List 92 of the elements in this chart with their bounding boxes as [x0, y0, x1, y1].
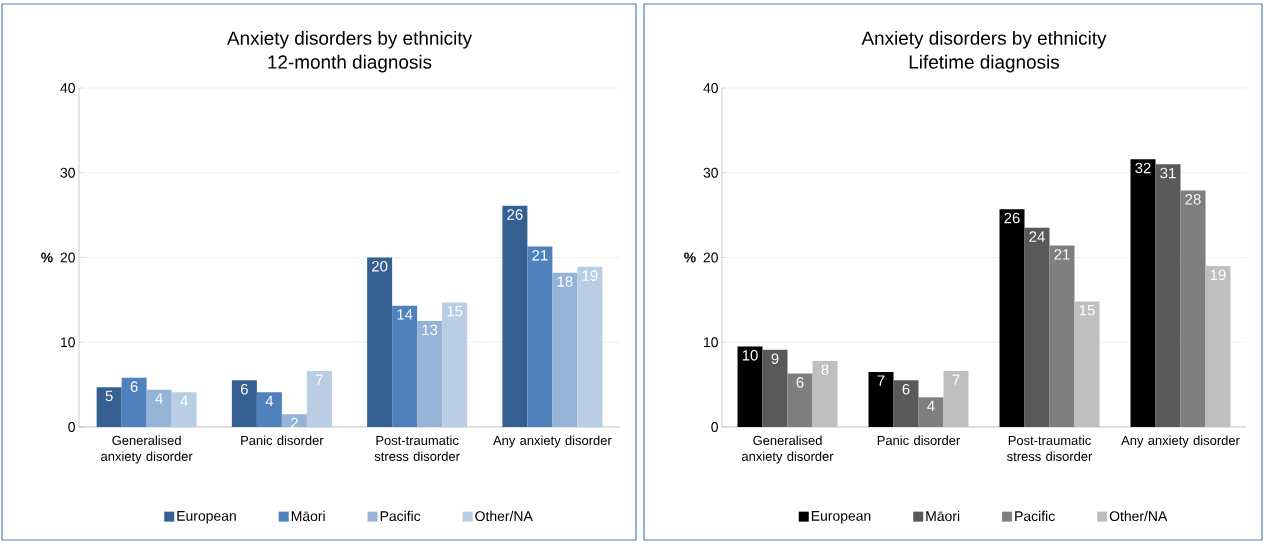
data-label: 6	[130, 381, 138, 392]
data-label: 4	[927, 400, 935, 412]
data-label: 6	[796, 377, 804, 388]
x-tick-label: Post-traumatic stress disorder	[374, 435, 460, 461]
bar	[868, 371, 894, 427]
bar	[442, 302, 468, 427]
y-tick-label: 0	[711, 422, 718, 432]
legend-label: Pacific	[1015, 510, 1055, 522]
legend-label: Other/NA	[475, 510, 533, 522]
data-label: 19	[1210, 269, 1226, 281]
bar	[121, 377, 147, 427]
data-label: 21	[532, 249, 548, 261]
data-label: 4	[155, 393, 163, 404]
bar	[281, 414, 307, 427]
y-tick-label: 40	[703, 83, 718, 93]
x-tick-label: Generalised anxiety disorder	[741, 435, 834, 464]
bar	[762, 349, 788, 427]
data-label: 21	[1054, 249, 1070, 260]
data-label: 7	[877, 375, 885, 386]
data-label: 7	[952, 374, 960, 385]
data-label: 14	[397, 309, 413, 320]
data-label: 26	[1004, 212, 1020, 224]
x-tick-label: Generalised anxiety disorder	[101, 435, 193, 464]
data-label: 4	[265, 395, 274, 407]
data-label: 5	[105, 390, 113, 402]
data-label: 15	[1079, 305, 1095, 316]
data-label: 6	[902, 383, 910, 395]
x-tick-label: Post-traumatic stress disorder	[1007, 435, 1093, 461]
data-label: 31	[1160, 167, 1176, 179]
data-label: 19	[582, 270, 598, 281]
data-label: 4	[180, 395, 188, 407]
data-label: 6	[241, 383, 248, 395]
bar	[1205, 265, 1231, 427]
bar	[552, 272, 578, 427]
chart-title: Anxiety disorders by ethnicity	[861, 30, 1107, 49]
y-tick-label: 0	[68, 422, 75, 432]
bar	[577, 266, 603, 427]
x-tick-label: Panic disorder	[877, 435, 961, 446]
y-tick-label: 40	[60, 83, 75, 93]
y-tick-label: 20	[703, 252, 718, 263]
bar	[146, 389, 172, 427]
x-tick-label: Panic disorder	[241, 435, 324, 446]
chart-subtitle: 12-month diagnosis	[268, 54, 432, 73]
bar	[999, 209, 1025, 427]
data-label: 18	[557, 276, 573, 287]
y-axis-title: %	[41, 252, 53, 263]
y-tick-label: 20	[60, 252, 75, 263]
legend-label: Māori	[926, 510, 960, 522]
data-label: 24	[1029, 231, 1045, 242]
bar	[171, 392, 197, 427]
chart-title: Anxiety disorders by ethnicity	[226, 30, 472, 49]
bar	[256, 392, 282, 427]
bar	[367, 257, 393, 427]
data-label: 2	[290, 417, 298, 429]
y-tick-label: 10	[704, 337, 718, 348]
data-label: 28	[1185, 194, 1201, 205]
data-label: 9	[771, 353, 779, 364]
bar	[1024, 227, 1050, 427]
bar	[96, 387, 122, 427]
bar	[1155, 164, 1181, 427]
bar	[417, 321, 443, 427]
bar	[893, 380, 919, 427]
legend-label: European	[177, 511, 236, 524]
legend-label: Māori	[291, 510, 325, 522]
bar	[1130, 159, 1156, 427]
bar	[231, 380, 257, 427]
bar	[943, 371, 969, 427]
y-tick-label: 10	[61, 337, 75, 348]
bar	[502, 205, 528, 427]
y-tick-label: 30	[60, 167, 75, 178]
x-tick-label: Any anxiety disorder	[1121, 435, 1240, 448]
data-label: 26	[507, 209, 523, 220]
bar	[1074, 301, 1100, 427]
data-label: 7	[316, 374, 323, 385]
y-tick-label: 30	[703, 167, 718, 178]
data-label: 10	[742, 349, 758, 361]
data-label: 8	[821, 364, 829, 375]
bar	[737, 346, 763, 427]
data-label: 20	[372, 261, 388, 272]
legend-label: Other/NA	[1109, 510, 1168, 522]
data-label: 15	[447, 305, 463, 317]
x-tick-label: Any anxiety disorder	[493, 435, 612, 448]
data-label: 13	[422, 324, 438, 336]
bar	[812, 360, 838, 427]
bar	[392, 305, 418, 427]
legend-label: European	[811, 511, 871, 524]
y-axis-title: %	[684, 252, 696, 263]
legend-label: Pacific	[380, 510, 421, 522]
chart-subtitle: Lifetime diagnosis	[909, 54, 1060, 73]
bar	[527, 246, 553, 427]
data-label: 32	[1135, 162, 1151, 174]
bar	[306, 371, 332, 427]
